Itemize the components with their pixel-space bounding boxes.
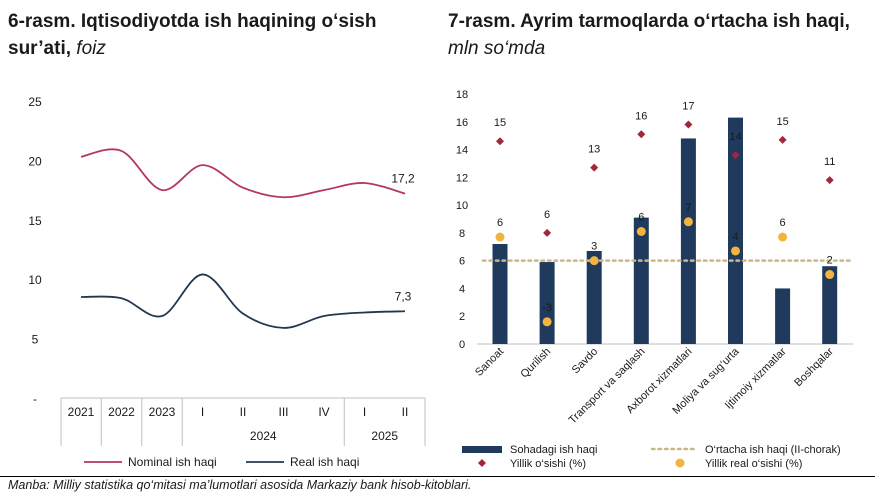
chart1-title-unit: foiz xyxy=(76,38,106,59)
y-tick-label: 10 xyxy=(456,200,468,212)
y-tick-label: 4 xyxy=(459,283,465,295)
x-tick-label: II xyxy=(402,405,409,419)
y-tick-label: 2 xyxy=(459,311,465,323)
bar xyxy=(492,244,508,344)
category-label: Qurilish xyxy=(518,346,553,381)
real-growth-marker xyxy=(683,217,693,227)
real-growth-marker xyxy=(636,227,646,236)
x-tick-label: 2021 xyxy=(68,405,95,419)
nominal-growth-marker xyxy=(543,228,552,237)
category-label: Savdo xyxy=(570,346,601,377)
y-tick-label: 12 xyxy=(456,172,468,184)
y-tick-label: 6 xyxy=(459,256,465,268)
nominal-growth-label: 15 xyxy=(776,116,788,128)
x-tick-label: I xyxy=(363,405,366,419)
chart2-title-unit: mln so‘mda xyxy=(448,38,546,59)
x-tick-label: 2023 xyxy=(149,405,176,419)
y-tick-label: 18 xyxy=(456,89,468,101)
nominal-growth-label: 16 xyxy=(635,110,647,122)
x-tick-label: 2022 xyxy=(108,405,135,419)
bar-chart: 0 2 4 6 8 10 12 14 16 18 15 6 13 16 17 14 15 11 6 -3 3 6 7 4 6 2 S… xyxy=(456,89,853,470)
legend-label: Yillik real o‘sishi (%) xyxy=(705,458,802,470)
y-tick-label: 5 xyxy=(32,333,39,347)
y-tick-label: 20 xyxy=(28,154,42,168)
nominal-growth-label: 15 xyxy=(494,117,506,129)
nominal-growth-label: 17 xyxy=(682,101,694,113)
real-growth-marker xyxy=(495,232,505,242)
chart2-title: 7-rasm. Ayrim tarmoqlarda o‘rtacha ish h… xyxy=(448,8,868,62)
y-tick-label: 16 xyxy=(456,117,468,129)
y-tick-label: 0 xyxy=(459,339,465,351)
x-tick-label: I xyxy=(201,405,204,419)
nominal-growth-marker xyxy=(637,130,646,139)
chart1-title-main: 6-rasm. Iqtisodiyotda ish haqining o‘sis… xyxy=(8,11,377,59)
x-year-label: 2025 xyxy=(371,429,398,443)
nominal-growth-marker xyxy=(731,151,740,160)
real-growth-label: 6 xyxy=(780,217,786,229)
x-year-label: 2024 xyxy=(250,429,277,443)
chart2-title-main: 7-rasm. Ayrim tarmoqlarda o‘rtacha ish h… xyxy=(448,11,850,32)
real-growth-label: 6 xyxy=(638,212,644,224)
y-tick-label: 8 xyxy=(459,228,465,240)
nominal-growth-marker xyxy=(496,137,504,146)
chart1-title: 6-rasm. Iqtisodiyotda ish haqining o‘sis… xyxy=(8,8,428,62)
x-tick-label: IV xyxy=(318,405,329,419)
real-growth-label: 6 xyxy=(497,217,503,229)
y-tick-label: 15 xyxy=(28,214,42,228)
bar xyxy=(680,138,696,344)
bar xyxy=(728,117,743,344)
legend-label: Yillik o‘sishi (%) xyxy=(510,458,586,470)
nominal-growth-marker xyxy=(590,163,599,172)
y-tick-label: 14 xyxy=(456,145,468,157)
legend-label: Nominal ish haqi xyxy=(128,455,217,469)
nominal-growth-marker xyxy=(778,135,787,144)
bar xyxy=(775,288,791,344)
legend-label: Real ish haqi xyxy=(290,455,359,469)
bar xyxy=(633,217,649,344)
y-tick-label: 25 xyxy=(28,95,42,109)
x-tick-label: III xyxy=(278,405,288,419)
nominal-growth-label: 14 xyxy=(729,131,741,143)
series-end-label: 7,3 xyxy=(395,289,412,303)
line-series-1 xyxy=(80,273,406,329)
real-growth-label: 7 xyxy=(685,202,691,214)
y-tick-label: - xyxy=(33,392,37,406)
category-label: Sanoat xyxy=(473,346,506,379)
nominal-growth-label: 6 xyxy=(544,209,550,221)
series-end-label: 17,2 xyxy=(391,172,415,186)
legend-swatch xyxy=(675,458,685,468)
legend-swatch xyxy=(478,459,486,467)
line-series-0 xyxy=(80,148,406,199)
nominal-growth-marker xyxy=(684,120,693,129)
real-growth-marker xyxy=(589,256,599,266)
real-growth-label: 3 xyxy=(591,241,597,253)
nominal-growth-label: 13 xyxy=(588,144,600,156)
bar xyxy=(586,250,602,344)
real-growth-marker xyxy=(778,232,788,242)
legend-label: Sohadagi ish haqi xyxy=(510,444,597,456)
real-growth-label: -3 xyxy=(542,302,552,314)
nominal-growth-marker xyxy=(825,176,834,185)
legend-label: O‘rtacha ish haqi (II-chorak) xyxy=(705,444,841,456)
real-growth-marker xyxy=(542,317,552,327)
x-tick-label: II xyxy=(240,405,247,419)
source-note: Manba: Milliy statistika qo‘mitasi ma’lu… xyxy=(8,478,472,492)
real-growth-label: 2 xyxy=(827,255,833,267)
legend-swatch xyxy=(462,446,502,453)
category-label: Boshqalar xyxy=(792,345,836,389)
real-growth-marker xyxy=(731,246,740,256)
bar xyxy=(822,266,838,344)
real-growth-marker xyxy=(825,270,835,280)
y-tick-label: 10 xyxy=(28,273,42,287)
source-divider xyxy=(0,476,875,477)
real-growth-label: 4 xyxy=(732,231,738,243)
nominal-growth-label: 11 xyxy=(824,156,835,168)
